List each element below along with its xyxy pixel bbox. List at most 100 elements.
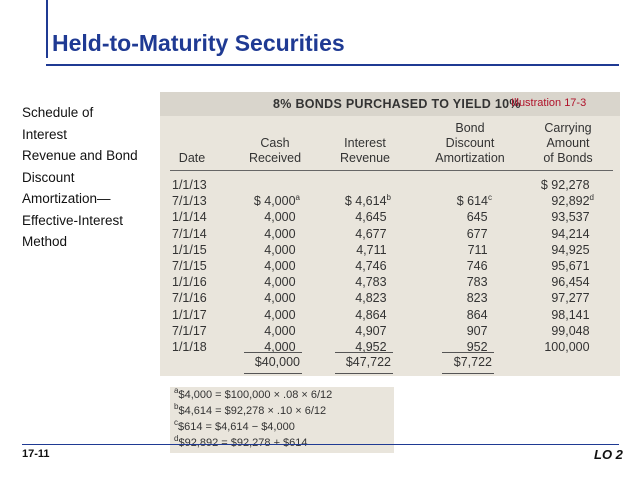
header-carrying: Carrying Amount of Bonds [543,121,593,165]
header-cash: Cash Received [248,136,302,165]
amort-sum-rule [442,352,494,353]
footnote-text: $4,000 = $100,000 × .08 × 6/12 [178,389,333,401]
illustration-heading: 8% BONDS PURCHASED TO YIELD 10% [273,97,521,111]
footnote: b$4,614 = $92,278 × .10 × 6/12 [174,403,394,419]
illustration-header [160,92,620,116]
dates-cell: 1/1/13 [172,178,207,192]
interest-column: a$ 4,614b4,645a4,677a4,711a4,746a4,783a4… [333,177,391,355]
interest-double-rule [335,373,393,374]
cash-cell: 4,000a [264,291,296,306]
amort-cell: 711a [467,242,488,257]
footnote: d$92,892 = $92,278 + $614 [174,435,394,451]
interest-cell: a [333,177,391,193]
side-line: Schedule of [22,105,94,120]
cash-cell: 4,000a [264,323,296,338]
cash-total: $40,000 [254,355,300,369]
interest-cell: 4,783a [355,275,387,290]
carrying-cell: 99,048a [551,323,590,338]
carrying-cell: 96,454a [551,275,590,290]
header-amortization: Bond Discount Amortization [435,121,505,165]
footnote: c$614 = $4,614 − $4,000 [174,419,394,435]
footnote-mark: c [488,193,492,203]
date-column: 1/1/13 7/1/13 1/1/14 7/1/14 1/1/15 7/1/15 1/1/… [172,177,222,355]
dates-cell: 7/1/13 [172,194,207,209]
dates-cell: 1/1/17 [172,307,207,322]
amort-cell: a [440,177,492,193]
interest-sum-rule [335,352,393,353]
interest-cell: 4,864a [355,307,387,322]
side-line: Method [22,234,68,249]
illustration-table: 8% BONDS PURCHASED TO YIELD 10% Illustra… [160,92,620,376]
slide-title: Held-to-Maturity Securities [52,30,345,56]
footnote-text: $614 = $4,614 − $4,000 [178,421,295,433]
cash-cell: 4,000a [264,226,296,241]
interest-total: $47,722 [345,355,391,369]
footnote-mark: b [174,402,179,411]
footnote-mark: b [386,193,391,203]
footnote-mark: d [589,193,594,203]
header-date: Date [178,151,206,165]
interest-cell: 4,907a [355,323,387,338]
dates-cell: 1/1/16 [172,275,207,290]
cash-cell: 4,000a [264,275,296,290]
cash-cell: 4,000a [264,259,296,274]
footer-divider [22,444,619,445]
amort-cell: 823a [466,291,488,306]
title-divider [46,64,619,66]
dates-cell: 7/1/17 [172,323,207,338]
footnote-mark: c [174,418,178,427]
amort-double-rule [442,373,494,374]
footnote-mark: a [174,386,179,395]
footnote-text: $92,892 = $92,278 + $614 [178,437,308,449]
learning-objective: LO 2 [594,447,623,462]
side-line: Effective-Interest [22,212,124,228]
amort-cell: 952a [466,340,488,355]
carrying-cell: 98,141a [551,307,590,322]
carrying-cell: 92,892d [551,193,594,209]
dates-cell: 7/1/15 [172,259,207,274]
interest-cell: 4,677a [355,226,387,241]
cash-sum-rule [244,352,302,353]
page-number: 17-11 [22,448,50,460]
amort-cell: $ 614c [456,193,492,209]
amort-total: $7,722 [453,355,492,369]
amort-cell: 746a [466,259,488,274]
interest-cell: 4,823a [355,291,387,306]
carrying-cell: 97,277a [551,291,590,306]
amortization-column: a$ 614c645a677a711a 746a783a823a864a907a 9… [440,177,492,355]
footnotes: a$4,000 = $100,000 × .08 × 6/12 b$4,614 =… [170,387,394,453]
carrying-cell: 100,000a [544,340,590,355]
carrying-cell: 95,671a [551,259,590,274]
carrying-cell: 94,925a [551,242,590,257]
cash-cell: 4,000a [264,242,296,257]
cash-cell: $ 4,000a [253,193,300,209]
footnote-text: $4,614 = $92,278 × .10 × 6/12 [178,405,327,417]
illustration-label: Illustration 17-3 [511,97,587,109]
footnote-mark: d [174,434,179,443]
amort-cell: 677a [466,226,488,241]
interest-cell: 4,746a [355,259,387,274]
footnote-mark: a [295,193,300,203]
header-divider [170,170,613,171]
cash-cell: 4,000a [264,210,296,225]
interest-cell: 4,952a [355,340,387,355]
side-line: Revenue and Bond [22,148,138,163]
amort-cell: 645a [466,210,488,225]
cash-double-rule [244,373,302,374]
amort-cell: 783a [466,275,488,290]
interest-cell: $ 4,614b [344,193,391,209]
dates-cell: 7/1/14 [172,226,207,241]
carrying-cell: $ 92,278a [540,178,590,192]
carrying-cell: 94,214a [551,226,590,241]
interest-cell: 4,645a [355,210,387,225]
amort-cell: 864a [466,307,488,322]
dates-cell: 1/1/14 [172,210,207,225]
cash-cell: 4,000a [264,340,296,355]
cash-column: a$ 4,000a4,000a4,000a4,000a4,000a4,000a4… [242,177,300,355]
side-line: Discount [22,169,75,185]
cash-cell: a [242,177,300,193]
cash-cell: 4,000a [264,307,296,322]
carrying-cell: 93,537a [551,210,590,225]
dates-cell: 1/1/15 [172,242,207,257]
